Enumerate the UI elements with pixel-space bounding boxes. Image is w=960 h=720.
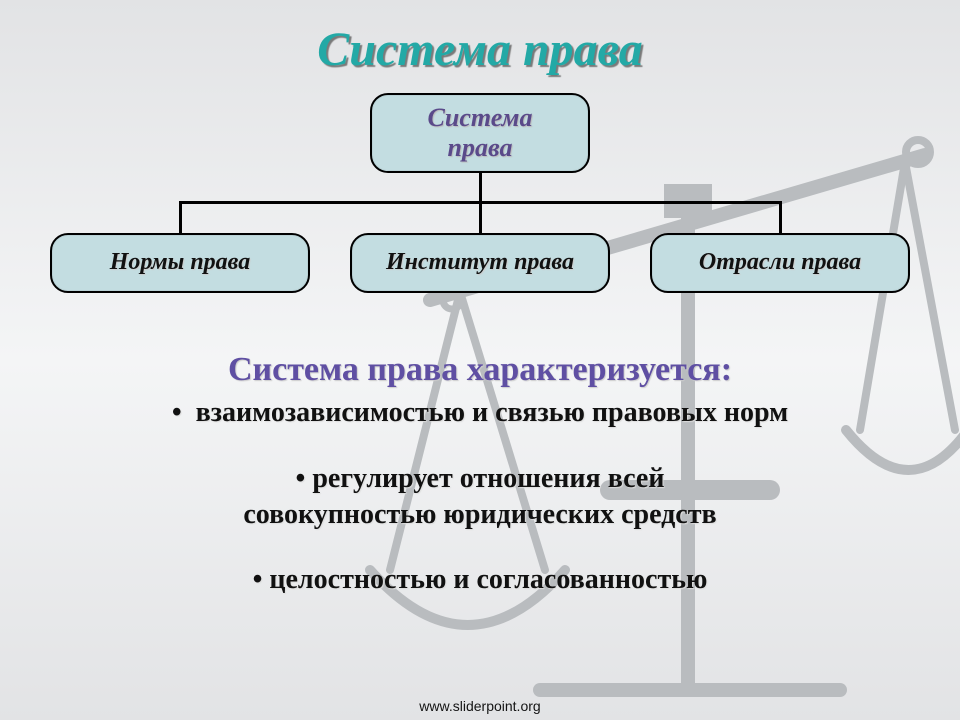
tree-child-label: Нормы права	[110, 249, 250, 277]
list-item: • взаимозависимостью и связью правовых н…	[0, 395, 960, 431]
characteristics-heading: Система права характеризуется:	[0, 351, 960, 389]
bullet-marker: •	[253, 564, 263, 595]
tree-connector	[179, 201, 182, 235]
tree-child-label: Отрасли права	[699, 249, 861, 277]
bullet-text: взаимозависимостью и связью правовых нор…	[196, 397, 789, 428]
list-item: • целостностью и согласованностью	[0, 562, 960, 598]
tree-child-node: Отрасли права	[650, 233, 910, 293]
bullet-text: регулирует отношения всей	[312, 463, 664, 494]
footer-source: www.sliderpoint.org	[0, 698, 960, 714]
slide-title: Система права	[0, 0, 960, 77]
bullet-marker: •	[172, 397, 182, 428]
tree-connector	[479, 201, 482, 235]
tree-root-node: Система права	[370, 93, 590, 173]
characteristics-list: • взаимозависимостью и связью правовых н…	[0, 395, 960, 598]
tree-child-label: Институт права	[386, 249, 574, 277]
tree-root-line1: Система	[428, 103, 533, 132]
hierarchy-tree: Система права Нормы права Институт права…	[50, 93, 910, 313]
list-item: • регулирует отношения всей совокупность…	[0, 461, 960, 533]
tree-connector	[779, 201, 782, 235]
bullet-marker: •	[296, 463, 306, 494]
tree-child-node: Нормы права	[50, 233, 310, 293]
tree-root-line2: права	[448, 133, 513, 162]
bullet-text: целостностью и согласованностью	[269, 564, 707, 595]
tree-connector	[479, 173, 482, 203]
tree-child-node: Институт права	[350, 233, 610, 293]
bullet-text-line2: совокупностью юридических средств	[243, 499, 716, 530]
